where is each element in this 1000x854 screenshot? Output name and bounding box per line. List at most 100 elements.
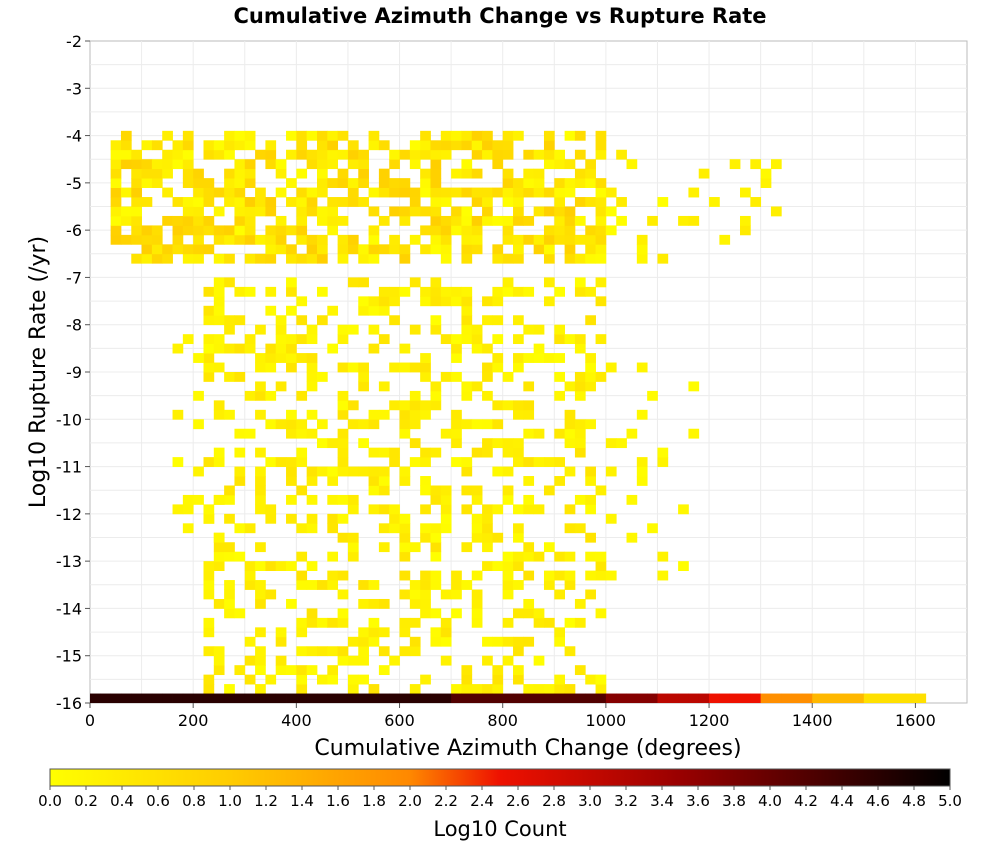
colorbar-tick-label: 0.8	[182, 792, 206, 810]
heatmap-cell	[244, 343, 256, 354]
heatmap-cell	[244, 334, 256, 345]
bottom-row-cell	[296, 693, 308, 703]
heatmap-cell	[399, 466, 411, 477]
heatmap-cell	[224, 343, 235, 354]
heatmap-cell	[358, 598, 369, 609]
heatmap-cell	[327, 617, 339, 628]
heatmap-cell	[574, 523, 586, 534]
bottom-row-cell	[492, 693, 504, 703]
heatmap-cell	[740, 225, 751, 236]
heatmap-cell	[543, 253, 555, 264]
heatmap-cell	[358, 305, 369, 316]
heatmap-cell	[461, 286, 473, 297]
heatmap-cell	[471, 684, 483, 694]
heatmap-cell	[461, 485, 473, 496]
bottom-row-cell	[337, 693, 349, 703]
heatmap-cell	[203, 570, 215, 581]
heatmap-cell	[316, 206, 328, 217]
heatmap-cell	[255, 197, 266, 207]
heatmap-cell	[234, 372, 246, 382]
bottom-row-cell	[316, 693, 328, 703]
heatmap-cell	[626, 532, 638, 543]
heatmap-cell	[378, 168, 390, 179]
heatmap-cell	[533, 684, 545, 694]
heatmap-cell	[564, 646, 576, 657]
heatmap-cell	[574, 168, 586, 179]
heatmap-cell	[327, 580, 339, 590]
heatmap-cell	[399, 244, 411, 255]
heatmap-cell	[224, 372, 235, 382]
bottom-row-cell	[513, 693, 524, 703]
heatmap-cell	[389, 159, 400, 170]
heatmap-cell	[265, 362, 277, 373]
heatmap-cell	[224, 608, 235, 619]
heatmap-cell	[378, 646, 390, 657]
y-tick-label: -14	[56, 599, 82, 618]
heatmap-cell	[430, 390, 442, 401]
heatmap-cell	[492, 674, 504, 685]
heatmap-cell	[131, 225, 142, 236]
heatmap-cell	[564, 617, 576, 628]
heatmap-cell	[244, 206, 256, 217]
heatmap-cell	[389, 513, 400, 524]
heatmap-cell	[327, 178, 339, 188]
heatmap-cell	[316, 149, 328, 160]
heatmap-cell	[471, 324, 483, 335]
heatmap-cell	[420, 598, 431, 609]
heatmap-cell	[482, 447, 493, 458]
heatmap-cell	[543, 580, 555, 590]
heatmap-cell	[440, 225, 452, 236]
heatmap-cell	[585, 476, 596, 486]
heatmap-cell	[430, 447, 442, 458]
heatmap-cell	[564, 215, 576, 226]
heatmap-cell	[430, 197, 442, 207]
heatmap-cell	[296, 428, 308, 439]
heatmap-cell	[502, 140, 514, 151]
y-tick-label: -3	[66, 79, 82, 98]
heatmap-cell	[296, 390, 308, 401]
heatmap-cell	[213, 457, 225, 467]
heatmap-cell	[657, 570, 669, 581]
bottom-row-cell	[678, 693, 689, 703]
heatmap-cell	[420, 532, 431, 543]
heatmap-cell	[482, 684, 493, 694]
heatmap-cell	[585, 589, 596, 600]
heatmap-cell	[430, 159, 442, 170]
heatmap-cell	[306, 130, 318, 141]
heatmap-cell	[234, 476, 246, 486]
heatmap-cell	[255, 187, 266, 198]
heatmap-cell	[564, 381, 576, 392]
heatmap-cell	[451, 608, 462, 619]
heatmap-cell	[409, 589, 421, 600]
heatmap-cell	[409, 362, 421, 373]
heatmap-cell	[409, 646, 421, 657]
heatmap-cell	[286, 253, 297, 264]
heatmap-cell	[492, 466, 504, 477]
heatmap-cell	[554, 225, 566, 236]
heatmap-cell	[513, 234, 524, 245]
heatmap-cell	[399, 178, 411, 188]
heatmap-cell	[234, 608, 246, 619]
heatmap-cell	[368, 636, 380, 647]
heatmap-cell	[451, 580, 462, 590]
heatmap-cell	[193, 206, 204, 217]
heatmap-cell	[255, 665, 266, 676]
heatmap-cell	[409, 206, 421, 217]
heatmap-cell	[471, 343, 483, 354]
heatmap-cell	[636, 244, 648, 255]
heatmap-cell	[378, 296, 390, 307]
heatmap-cell	[461, 334, 473, 345]
heatmap-cell	[358, 419, 369, 430]
heatmap-cell	[203, 286, 215, 297]
heatmap-cell	[420, 353, 431, 363]
heatmap-cell	[574, 447, 586, 458]
heatmap-cell	[296, 215, 308, 226]
heatmap-cell	[482, 149, 493, 160]
heatmap-cell	[451, 684, 462, 694]
heatmap-cell	[533, 149, 545, 160]
heatmap-cell	[533, 324, 545, 335]
heatmap-cell	[213, 140, 225, 151]
heatmap-cell	[296, 570, 308, 581]
heatmap-cell	[193, 390, 204, 401]
heatmap-cell	[306, 476, 318, 486]
